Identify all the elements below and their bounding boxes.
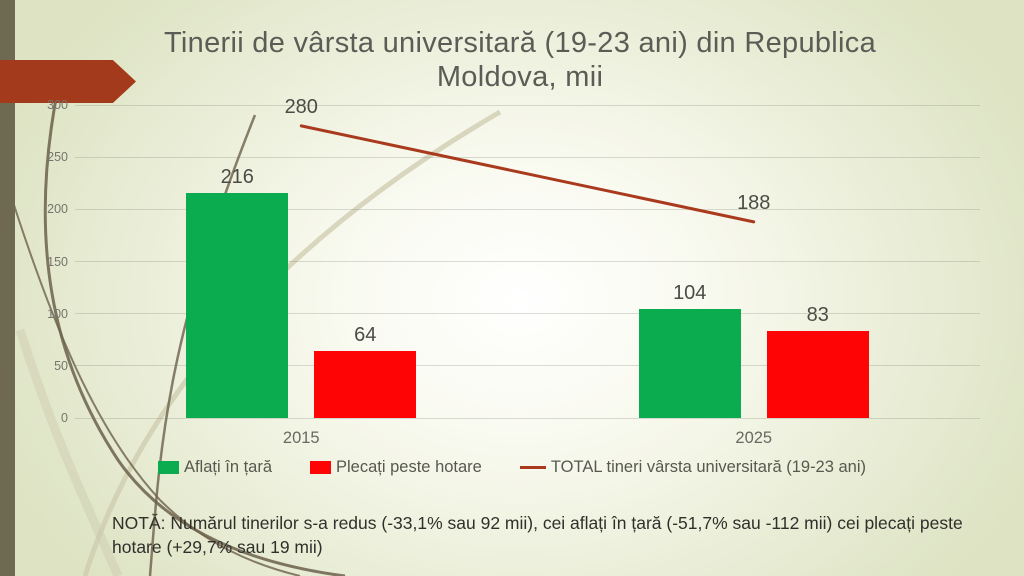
y-axis-tick-label: 300	[47, 98, 68, 112]
gridline	[75, 417, 980, 419]
y-axis-tick-label: 50	[54, 358, 68, 373]
bar	[766, 331, 869, 418]
legend-label: Aflați în țară	[183, 458, 273, 476]
footnote: NOTĂ: Numărul tinerilor s-a redus (-33,1…	[112, 513, 963, 557]
legend-item-abroad: Plecați peste hotare	[310, 458, 482, 477]
bar	[638, 309, 741, 418]
gridline	[75, 261, 980, 262]
bar-value-label: 216	[220, 165, 254, 188]
y-axis-tick-label: 150	[47, 254, 68, 269]
red-swatch-icon	[310, 461, 332, 474]
legend-item-in-country: Aflați în țară	[157, 458, 273, 477]
total-line	[299, 124, 756, 224]
slide-title: Tinerii de vârsta universitară (19-23 an…	[163, 27, 877, 93]
left-edge-bar	[0, 0, 15, 576]
bar-value-label: 104	[673, 282, 707, 305]
y-axis-tick-label: 250	[47, 150, 68, 165]
bar-value-label: 83	[806, 304, 829, 327]
legend-label: Plecați peste hotare	[336, 458, 482, 476]
bar	[314, 351, 417, 418]
gridline	[75, 104, 980, 106]
line-value-label: 280	[284, 95, 318, 118]
bar-value-label: 64	[354, 324, 377, 347]
legend-item-total: TOTAL tineri vârsta universitară (19-23 …	[519, 458, 867, 477]
gridline	[75, 313, 980, 315]
gridline	[75, 156, 980, 158]
bar	[186, 192, 289, 418]
arrow-banner	[0, 60, 136, 103]
legend-label: TOTAL tineri vârsta universitară (19-23 …	[550, 458, 867, 476]
y-axis-tick-label: 0	[61, 411, 68, 425]
chart-legend: Aflați în țară Plecați peste hotare TOTA…	[0, 458, 1024, 477]
y-axis-tick-label: 100	[47, 306, 68, 321]
x-category-label: 2025	[735, 429, 773, 447]
x-category-label: 2015	[282, 429, 320, 447]
green-swatch-icon	[157, 461, 179, 474]
gridline	[75, 365, 980, 367]
y-axis-tick-label: 200	[47, 202, 68, 217]
line-value-label: 188	[737, 191, 771, 214]
line-swatch-icon	[519, 466, 546, 469]
